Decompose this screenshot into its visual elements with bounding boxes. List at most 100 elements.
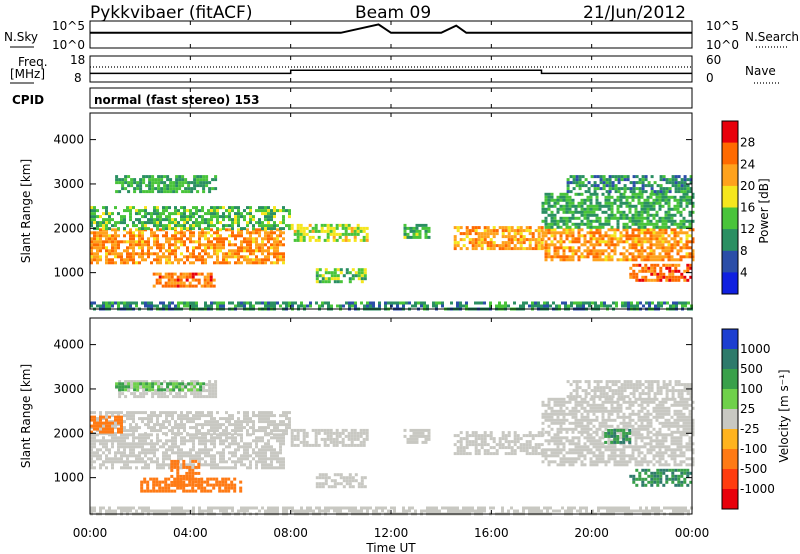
pw-cell bbox=[114, 261, 117, 265]
vel-cell bbox=[595, 460, 599, 464]
pw-cell bbox=[159, 261, 162, 265]
pw-cell bbox=[661, 243, 665, 247]
vel-cell bbox=[162, 466, 165, 470]
pw-cell bbox=[465, 235, 469, 239]
vel-cell bbox=[246, 411, 249, 415]
pw-cell bbox=[303, 304, 306, 308]
pw-cell bbox=[662, 275, 666, 279]
pw-cell bbox=[628, 219, 632, 223]
vel-cell bbox=[338, 440, 342, 444]
vel-cell bbox=[132, 460, 135, 464]
pw-cell bbox=[629, 266, 633, 270]
pw-cell bbox=[172, 190, 176, 194]
pw-cell bbox=[273, 255, 276, 259]
pw-cell bbox=[171, 237, 174, 241]
vel-cell bbox=[679, 448, 683, 452]
pw-cell bbox=[641, 278, 645, 282]
pw-cell bbox=[550, 225, 554, 229]
pw-cell bbox=[255, 243, 258, 247]
pw-cell bbox=[674, 263, 678, 267]
pw-cell bbox=[647, 181, 651, 185]
vel-cell bbox=[607, 445, 611, 449]
pw-cell bbox=[619, 195, 623, 199]
vel-cell bbox=[99, 421, 102, 425]
vel-cell bbox=[412, 440, 416, 444]
pw-cell bbox=[559, 216, 563, 220]
pw-cell bbox=[222, 246, 225, 250]
vel-cell bbox=[347, 434, 351, 438]
vel-cell bbox=[234, 432, 237, 436]
pw-cell bbox=[213, 243, 216, 247]
pw-cell bbox=[668, 187, 672, 191]
pw-cell bbox=[510, 235, 514, 239]
pw-cell bbox=[544, 255, 548, 259]
pw-cell bbox=[243, 249, 246, 253]
pw-cell bbox=[166, 190, 170, 194]
pw-cell bbox=[568, 228, 572, 232]
vel-cell bbox=[474, 437, 478, 441]
pw-cell bbox=[141, 234, 144, 238]
pw-cell bbox=[562, 210, 566, 214]
pw-cell bbox=[249, 240, 252, 244]
pw-cell bbox=[207, 255, 210, 259]
vel-cell bbox=[601, 445, 605, 449]
pw-cell bbox=[682, 192, 686, 196]
pw-cell bbox=[279, 240, 282, 244]
vel-cell bbox=[120, 427, 123, 431]
pw-cell bbox=[363, 268, 367, 272]
pw-cell bbox=[216, 243, 219, 247]
vel-cell bbox=[273, 436, 276, 440]
vel-cell bbox=[504, 434, 508, 438]
pw-cell bbox=[586, 219, 590, 223]
vel-cell bbox=[111, 411, 114, 415]
noise-left-tick-bottom: 10^0 bbox=[52, 38, 85, 52]
pw-cell bbox=[628, 234, 632, 238]
pw-cell bbox=[655, 222, 659, 226]
pw-cell bbox=[234, 304, 237, 308]
pw-cell bbox=[580, 243, 584, 247]
vel-cell bbox=[330, 485, 334, 489]
vel-cell bbox=[192, 417, 195, 421]
pw-cell bbox=[667, 195, 671, 199]
pw-cell bbox=[592, 210, 596, 214]
pw-cell bbox=[553, 234, 557, 238]
vel-cell bbox=[111, 460, 114, 464]
pw-cell bbox=[191, 275, 195, 279]
pw-cell bbox=[631, 255, 635, 259]
pw-cell bbox=[595, 252, 599, 256]
pw-cell bbox=[577, 237, 581, 241]
pw-cell bbox=[550, 231, 554, 235]
pw-cell bbox=[577, 204, 581, 208]
vel-cell bbox=[156, 448, 159, 452]
pw-cell bbox=[196, 190, 200, 194]
pw-cell bbox=[168, 301, 171, 305]
pw-cell bbox=[562, 195, 566, 199]
pw-cell bbox=[550, 240, 554, 244]
pw-cell bbox=[613, 237, 617, 241]
pw-cell bbox=[583, 216, 587, 220]
pw-cell bbox=[616, 204, 620, 208]
vel-cell bbox=[174, 411, 177, 415]
pw-cell bbox=[641, 190, 645, 194]
pw-cell bbox=[519, 235, 523, 239]
pw-cell bbox=[635, 187, 639, 191]
pw-cell bbox=[172, 184, 176, 188]
pw-cell bbox=[177, 209, 180, 213]
vel-cell bbox=[273, 466, 276, 470]
pw-cell bbox=[309, 304, 312, 308]
pw-cell bbox=[664, 213, 668, 217]
pw-cell bbox=[628, 237, 632, 241]
vel-cell bbox=[646, 451, 650, 455]
pw-cell bbox=[586, 216, 590, 220]
vel-cell bbox=[513, 437, 517, 441]
pw-cell bbox=[249, 218, 252, 222]
pw-cell bbox=[240, 246, 243, 250]
pw-cell bbox=[629, 190, 633, 194]
pw-cell bbox=[115, 181, 119, 185]
vel-cell bbox=[243, 451, 246, 455]
pw-cell bbox=[192, 252, 195, 256]
pw-cell bbox=[156, 258, 159, 262]
pw-cell bbox=[608, 187, 612, 191]
pw-cell bbox=[649, 195, 653, 199]
vel-cell bbox=[222, 429, 225, 433]
